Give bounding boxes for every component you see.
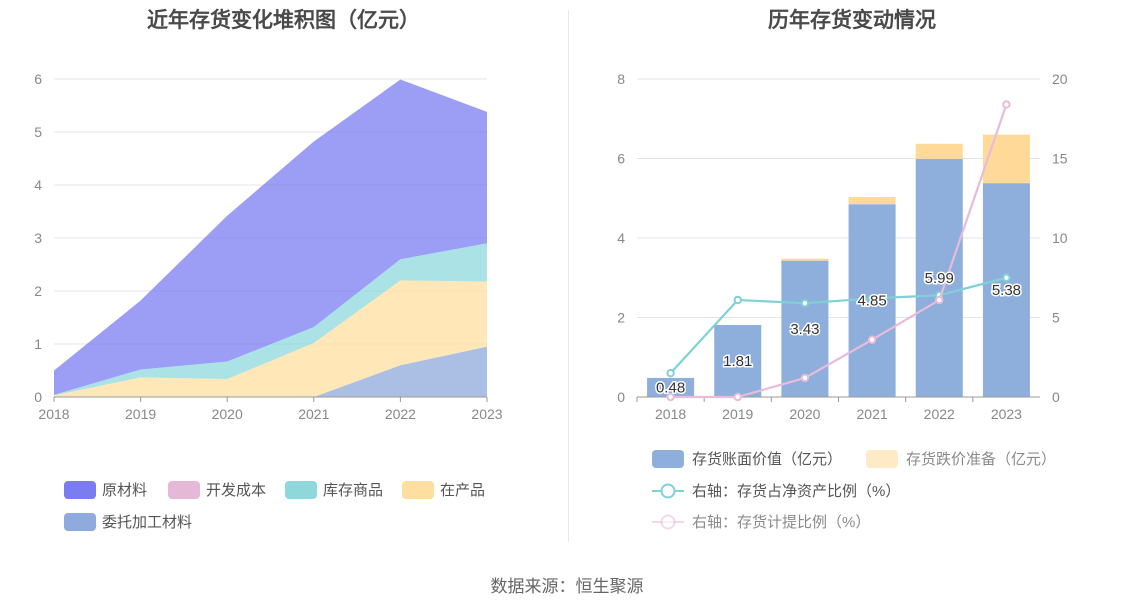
line-point-右轴：存货计提比例（%）-2018 — [666, 392, 675, 402]
legend-label-开发成本: 开发成本 — [206, 482, 266, 499]
line-右轴：存货占净资产比例（%） — [669, 276, 1007, 374]
bar-存货账面价值（亿元）-2022 — [915, 158, 963, 397]
legend-swatch-存货账面价值（亿元） — [652, 450, 684, 468]
data-source-note: 数据来源：恒生聚源 — [490, 577, 644, 596]
bar-存货跌价准备（亿元）-2020 — [781, 258, 829, 261]
legend-marker-右轴：存货占净资产比例（%） — [660, 483, 676, 499]
x-tick-label: 2018 — [655, 406, 686, 422]
legend-label-右轴：存货计提比例（%）: 右轴：存货计提比例（%） — [692, 514, 870, 531]
line-point-右轴：存货计提比例（%）-2022 — [935, 295, 944, 305]
bar-存货账面价值（亿元）-2023 — [982, 183, 1030, 397]
line-point-右轴：存货占净资产比例（%）-2023 — [1002, 273, 1011, 282]
legend-swatch-在产品 — [402, 481, 434, 499]
x-tick-label: 2020 — [212, 406, 243, 422]
y-tick-label: 5 — [34, 124, 42, 140]
legend-swatch-存货跌价准备（亿元） — [866, 450, 898, 468]
line-右轴：存货计提比例（%） — [670, 104, 1008, 399]
y-tick-label: 1 — [34, 336, 42, 352]
y-tick-label: 3 — [34, 230, 42, 246]
legend-label-原材料: 原材料 — [102, 482, 147, 499]
legend-marker-右轴：存货计提比例（%） — [660, 514, 676, 530]
legend-label-在产品: 在产品 — [440, 482, 485, 499]
y-left-tick-label: 6 — [617, 151, 625, 167]
x-tick-label: 2020 — [789, 406, 820, 422]
y-tick-label: 6 — [34, 71, 42, 87]
bar-value-label: 0.48 — [656, 379, 685, 396]
y-left-tick-label: 4 — [617, 230, 625, 246]
y-right-tick-label: 0 — [1052, 389, 1060, 405]
y-right-tick-label: 10 — [1052, 230, 1068, 246]
stacked-area-chart: 0 1 2 3 4 5 6 2018 2019 2020 2021 2022 2023 原材料 开发成本 库存… — [34, 71, 503, 531]
line-point-右轴：存货计提比例（%）-2023 — [1002, 100, 1011, 109]
y-left-tick-label: 8 — [617, 71, 625, 87]
x-tick-label: 2019 — [125, 406, 156, 422]
x-tick-label: 2023 — [471, 406, 502, 422]
y-tick-label: 0 — [34, 389, 42, 405]
area-原材料 — [54, 79, 487, 395]
line-point-右轴：存货占净资产比例（%）-2018 — [666, 368, 675, 378]
legend-label-右轴：存货占净资产比例（%）: 右轴：存货占净资产比例（%） — [692, 483, 900, 500]
x-tick-label: 2019 — [722, 406, 753, 422]
y-right-tick-label: 20 — [1052, 71, 1068, 87]
legend-label-委托加工材料: 委托加工材料 — [102, 514, 192, 531]
bar-存货跌价准备（亿元）-2022 — [915, 143, 963, 159]
legend-swatch-原材料 — [64, 481, 96, 499]
legend-label-存货账面价值（亿元）: 存货账面价值（亿元） — [692, 451, 842, 468]
area-委托加工材料 — [54, 346, 487, 397]
x-tick-label: 2021 — [298, 406, 329, 422]
y-tick-label: 4 — [34, 177, 42, 193]
line-point-右轴：存货占净资产比例（%）-2019 — [733, 295, 742, 305]
bar-line-combo-chart: 0 2 4 6 8 0 5 10 15 20 2018 2019 2020 2021 2022 2023 0.4… — [617, 71, 1068, 531]
legend-swatch-委托加工材料 — [64, 513, 96, 531]
line-point-右轴：存货计提比例（%）-2021 — [867, 335, 877, 344]
bar-存货账面价值（亿元）-2018 — [647, 377, 695, 397]
left-chart-panel: 近年存货变化堆积图（亿元） 0 1 2 3 4 5 6 2018 2019 2020 2021 202… — [0, 0, 567, 545]
bar-value-label: 5.38 — [992, 282, 1021, 299]
line-point-右轴：存货占净资产比例（%）-2020 — [800, 298, 810, 308]
x-tick-label: 2021 — [857, 406, 888, 422]
left-chart-title: 近年存货变化堆积图（亿元） — [147, 9, 420, 32]
y-right-tick-label: 5 — [1052, 310, 1060, 326]
y-left-tick-label: 2 — [617, 310, 625, 326]
bar-存货跌价准备（亿元）-2021 — [848, 197, 896, 205]
bar-存货账面价值（亿元）-2019 — [714, 325, 762, 397]
right-chart-panel: 历年存货变动情况 0 2 4 6 8 0 5 10 15 20 2018 2019 2020 2021 20… — [570, 0, 1134, 545]
y-tick-label: 2 — [34, 283, 42, 299]
bar-value-label: 5.99 — [925, 270, 954, 287]
bar-value-label: 4.85 — [857, 293, 886, 310]
legend-label-库存商品: 库存商品 — [323, 482, 383, 499]
x-tick-label: 2018 — [38, 406, 69, 422]
line-point-右轴：存货计提比例（%）-2019 — [733, 392, 742, 402]
area-在产品 — [54, 280, 487, 397]
x-tick-label: 2022 — [924, 406, 955, 422]
y-right-tick-label: 15 — [1052, 151, 1068, 167]
bar-value-label: 1.81 — [723, 353, 752, 370]
bar-存货跌价准备（亿元）-2023 — [982, 134, 1030, 184]
x-tick-label: 2023 — [991, 406, 1022, 422]
right-chart-title: 历年存货变动情况 — [768, 9, 936, 32]
legend-swatch-开发成本 — [168, 481, 200, 499]
legend-swatch-库存商品 — [285, 481, 317, 499]
x-tick-label: 2022 — [385, 406, 416, 422]
line-point-右轴：存货计提比例（%）-2020 — [800, 373, 810, 383]
y-left-tick-label: 0 — [617, 389, 625, 405]
line-point-右轴：存货占净资产比例（%）-2021 — [867, 294, 877, 303]
bar-value-label: 3.43 — [790, 321, 819, 338]
legend-label-存货跌价准备（亿元）: 存货跌价准备（亿元） — [906, 451, 1056, 468]
panel-divider — [568, 10, 569, 542]
area-库存商品 — [54, 243, 487, 396]
